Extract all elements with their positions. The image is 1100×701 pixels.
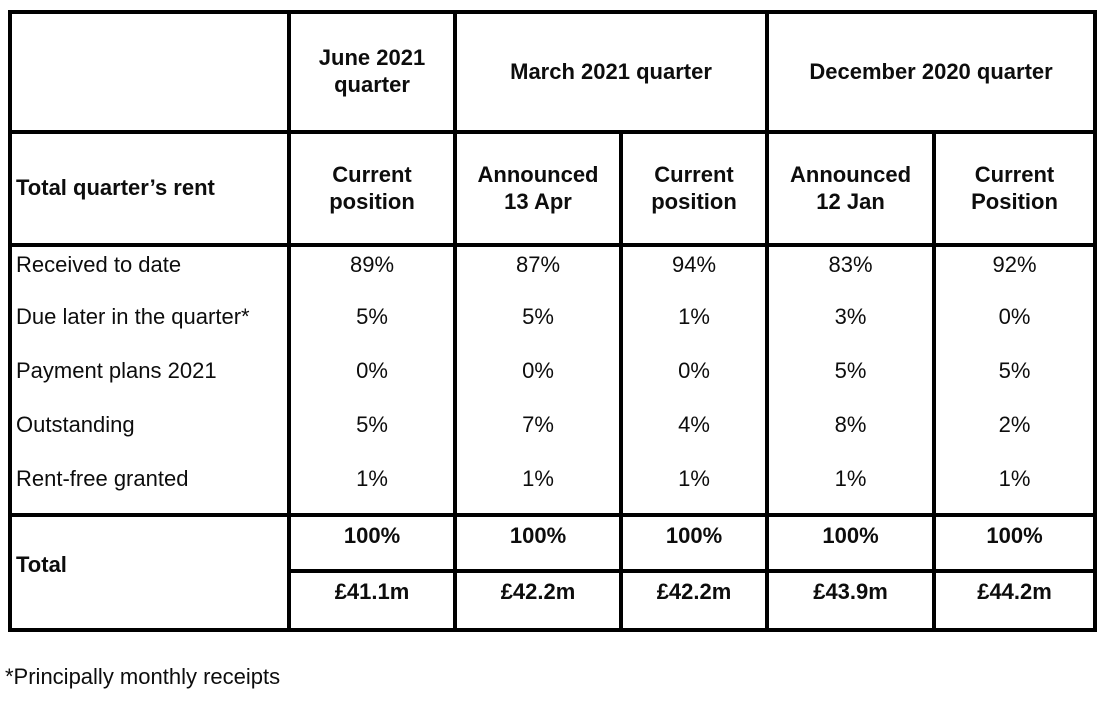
table-row-due-later-in-quarter: Due later in the quarter* 5% 5% 1% 3% 0% (8, 299, 1098, 353)
cell-value: 92% (932, 245, 1098, 299)
cell-value: 5% (932, 353, 1098, 407)
cell-value: 2% (932, 407, 1098, 461)
table-row-rent-free-granted: Rent-free granted 1% 1% 1% 1% 1% (8, 461, 1098, 515)
row-label: Payment plans 2021 (8, 353, 291, 407)
total-percent-row: Total 100% 100% 100% 100% 100% (8, 513, 1098, 632)
quarter-header-june-2021: June 2021 quarter (287, 10, 457, 134)
row-label: Received to date (8, 245, 291, 299)
corner-cell (8, 10, 291, 134)
cell-value: 87% (453, 245, 623, 299)
cell-value: 0% (287, 353, 457, 407)
cell-value: 94% (618, 245, 770, 299)
total-amount-value: £44.2m (932, 569, 1098, 632)
total-percent-value: 100% (453, 513, 623, 573)
table-row-payment-plans-2021: Payment plans 2021 0% 0% 0% 5% 5% (8, 353, 1098, 407)
quarter-header-march-2021: March 2021 quarter (452, 10, 770, 134)
row-label: Outstanding (8, 407, 291, 461)
cell-value: 83% (765, 245, 937, 299)
table-row-received-to-date: Received to date 89% 87% 94% 83% 92% (8, 245, 1098, 299)
total-amount-value: £41.1m (287, 569, 457, 632)
cell-value: 5% (765, 353, 937, 407)
cell-value: 0% (932, 299, 1098, 353)
cell-value: 1% (453, 461, 623, 515)
cell-value: 0% (453, 353, 623, 407)
cell-value: 7% (453, 407, 623, 461)
sub-header-row: Total quarter’s rent Current position An… (8, 130, 1098, 247)
cell-value: 89% (287, 245, 457, 299)
col-header-december-current-position: Current Position (932, 130, 1098, 247)
col-header-march-current-position: Current position (618, 130, 770, 247)
cell-value: 5% (287, 407, 457, 461)
total-percent-value: 100% (287, 513, 457, 573)
total-amount-value: £42.2m (618, 569, 770, 632)
col-header-march-announced-13-apr: Announced 13 Apr (453, 130, 623, 247)
row-label: Rent-free granted (8, 461, 291, 515)
cell-value: 1% (287, 461, 457, 515)
row-header-total-quarters-rent: Total quarter’s rent (8, 130, 291, 247)
quarter-header-row: June 2021 quarter March 2021 quarter Dec… (8, 10, 1098, 134)
cell-value: 4% (618, 407, 770, 461)
cell-value: 1% (618, 299, 770, 353)
footnote: *Principally monthly receipts (5, 664, 281, 689)
total-percent-value: 100% (618, 513, 770, 573)
cell-value: 3% (765, 299, 937, 353)
cell-value: 8% (765, 407, 937, 461)
col-header-december-announced-12-jan: Announced 12 Jan (765, 130, 937, 247)
quarter-header-december-2020: December 2020 quarter (765, 10, 1098, 134)
cell-value: 0% (618, 353, 770, 407)
cell-value: 1% (932, 461, 1098, 515)
total-label: Total (8, 513, 291, 632)
row-label: Due later in the quarter* (8, 299, 291, 353)
cell-value: 5% (287, 299, 457, 353)
total-amount-row: £41.1m £42.2m £42.2m £43.9m £44.2m (10, 569, 1098, 632)
total-percent-value: 100% (932, 513, 1098, 573)
total-percent-value: 100% (765, 513, 937, 573)
total-amount-value: £42.2m (453, 569, 623, 632)
total-amount-value: £43.9m (765, 569, 937, 632)
col-header-june-current-position: Current position (287, 130, 457, 247)
cell-value: 1% (618, 461, 770, 515)
cell-value: 5% (453, 299, 623, 353)
cell-value: 1% (765, 461, 937, 515)
rent-collection-table: June 2021 quarter March 2021 quarter Dec… (8, 10, 1098, 632)
table-row-outstanding: Outstanding 5% 7% 4% 8% 2% (8, 407, 1098, 461)
